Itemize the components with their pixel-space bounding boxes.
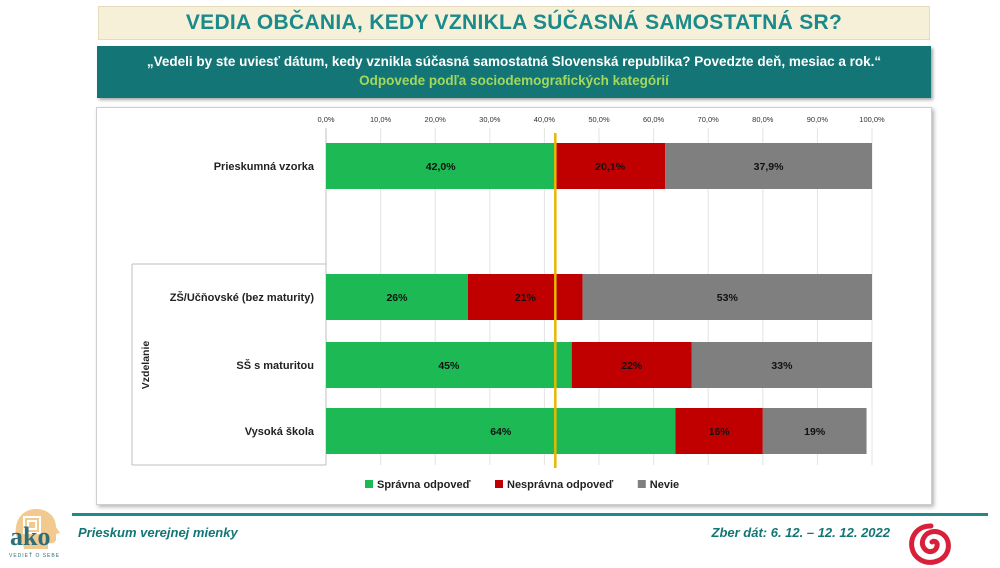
bar-segment <box>326 408 676 454</box>
legend-swatch <box>365 480 373 488</box>
title-box: VEDIA OBČANIA, KEDY VZNIKLA SÚČASNÁ SAMO… <box>98 6 930 40</box>
bar-segment <box>675 408 763 454</box>
ako-logo-tagline: VEDIEŤ O SEBE <box>9 553 61 559</box>
legend-swatch <box>637 480 646 488</box>
legend-label: Nevie <box>650 479 679 491</box>
ako-logo-text: ako <box>10 522 51 551</box>
x-tick-label: 60,0% <box>643 115 665 124</box>
data-label: 21% <box>515 292 537 304</box>
data-label: 42,0% <box>426 161 456 173</box>
data-label: 33% <box>771 360 793 372</box>
bar-segment <box>665 143 872 189</box>
bar-segment <box>326 274 468 320</box>
data-label: 53% <box>717 292 739 304</box>
footer-survey-label: Prieskum verejnej mienky <box>78 525 238 540</box>
group-label-vzdelanie: Vzdelanie <box>140 341 152 390</box>
bar-segment <box>467 274 583 320</box>
data-label: 20,1% <box>595 161 625 173</box>
bar-segment <box>691 342 872 388</box>
category-label: SŠ s maturitou <box>236 359 314 372</box>
spiral-logo-icon <box>909 523 951 565</box>
bar-segment <box>326 342 572 388</box>
question-banner: „Vedeli by ste uviesť dátum, kedy vznikl… <box>97 46 931 98</box>
ako-head-icon <box>15 509 60 549</box>
bar-segment <box>762 408 867 454</box>
category-label: ZŠ/Učňovské (bez maturity) <box>170 291 315 304</box>
legend-swatch <box>495 480 503 488</box>
x-tick-label: 0,0% <box>317 115 334 124</box>
data-label: 16% <box>709 426 731 438</box>
x-tick-label: 30,0% <box>479 115 501 124</box>
data-label: 19% <box>804 426 826 438</box>
x-tick-label: 100,0% <box>859 115 885 124</box>
x-tick-label: 50,0% <box>588 115 610 124</box>
category-label: Prieskumná vzorka <box>214 161 315 173</box>
x-tick-label: 10,0% <box>370 115 392 124</box>
data-label: 64% <box>490 426 512 438</box>
bar-segment <box>582 274 872 320</box>
x-tick-label: 90,0% <box>807 115 829 124</box>
x-tick-label: 20,0% <box>425 115 447 124</box>
footer-divider <box>72 513 988 516</box>
page-title: VEDIA OBČANIA, KEDY VZNIKLA SÚČASNÁ SAMO… <box>185 11 843 34</box>
x-tick-label: 70,0% <box>698 115 720 124</box>
legend-label: Nesprávna odpoveď <box>507 479 613 491</box>
x-tick-label: 80,0% <box>752 115 774 124</box>
chart-frame: 0,0% 10,0% 20,0% 30,0% 40,0% 50,0% 60,0% 70,0% 8… <box>96 107 932 505</box>
stacked-bar-chart: 0,0% 10,0% 20,0% 30,0% 40,0% 50,0% 60,0% 70,0% 8… <box>131 115 885 491</box>
legend-label: Správna odpoveď <box>377 479 471 491</box>
question-text: „Vedeli by ste uviesť dátum, kedy vznikl… <box>146 54 882 69</box>
data-label: 37,9% <box>754 161 784 173</box>
bar-segment <box>571 342 692 388</box>
footer-date-range: Zber dát: 6. 12. – 12. 12. 2022 <box>711 525 891 540</box>
bar-segment <box>555 143 666 189</box>
data-label: 45% <box>438 360 460 372</box>
category-label: Vysoká škola <box>245 426 315 438</box>
data-label: 26% <box>386 292 408 304</box>
subtitle-text: Odpovede podľa sociodemografických kateg… <box>359 73 669 88</box>
x-tick-label: 40,0% <box>534 115 556 124</box>
bar-segment <box>326 143 556 189</box>
data-label: 22% <box>621 360 643 372</box>
